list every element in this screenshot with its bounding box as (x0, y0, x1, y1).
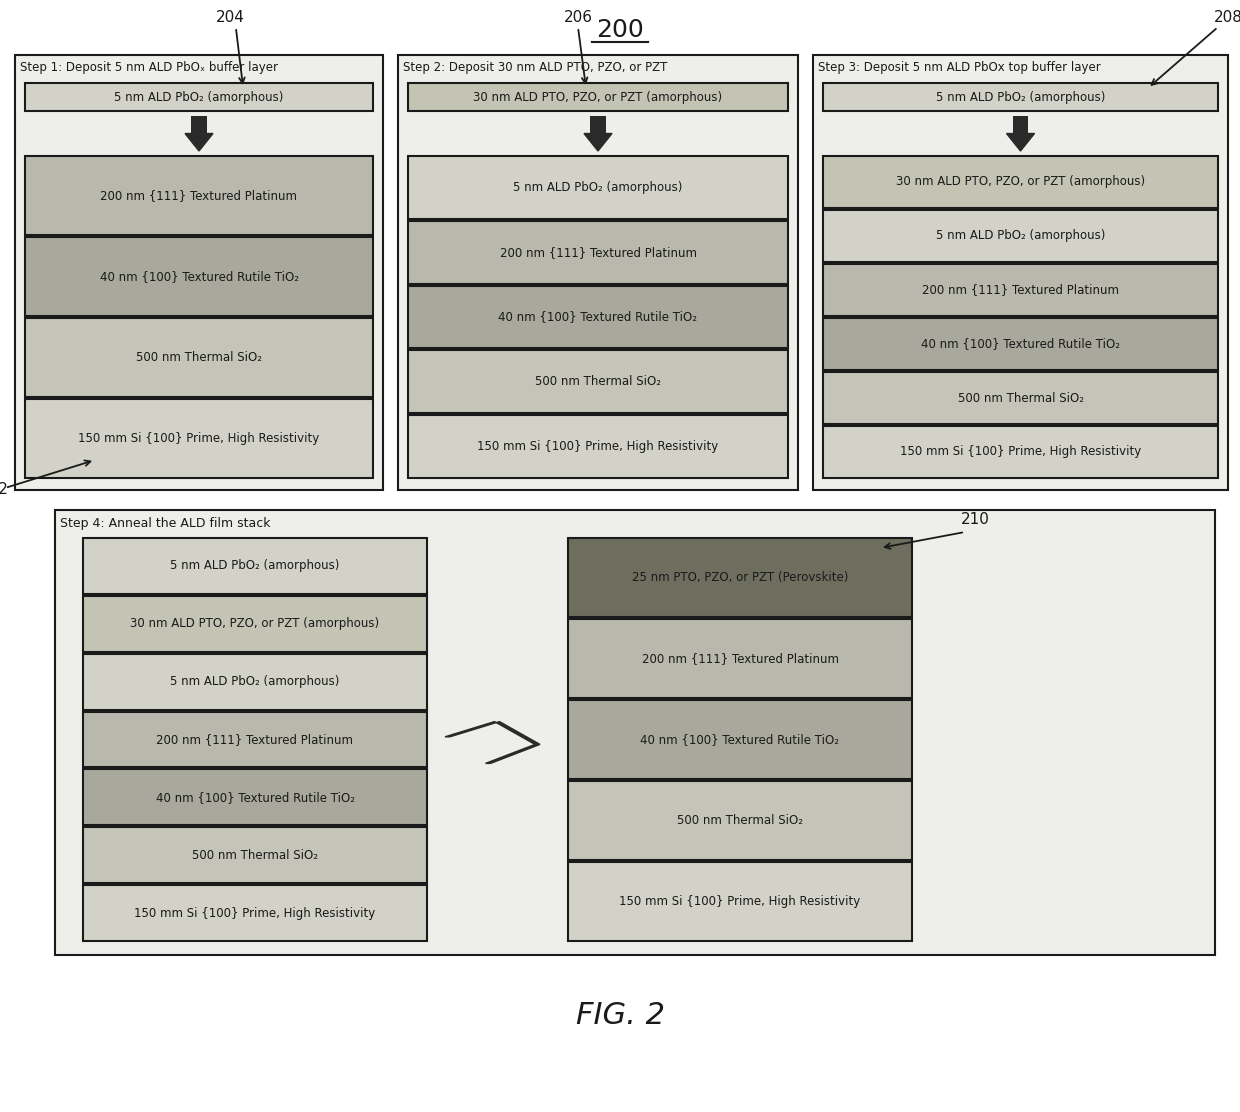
Text: 202: 202 (0, 483, 9, 497)
Text: Step 3: Deposit 5 nm ALD PbOx top buffer layer: Step 3: Deposit 5 nm ALD PbOx top buffer… (818, 61, 1101, 75)
Bar (83, 885, 427, 941)
Polygon shape (445, 722, 539, 764)
Bar (568, 538, 911, 617)
Text: FIG. 2: FIG. 2 (575, 1001, 665, 1030)
Bar (25, 237, 373, 316)
Bar (408, 156, 787, 219)
Bar (83, 770, 427, 825)
Text: 200 nm {111} Textured Platinum: 200 nm {111} Textured Platinum (500, 246, 697, 259)
Bar (25, 399, 373, 478)
Bar (25, 318, 373, 397)
Text: 5 nm ALD PbO₂ (amorphous): 5 nm ALD PbO₂ (amorphous) (114, 90, 284, 103)
Text: 150 mm Si {100} Prime, High Resistivity: 150 mm Si {100} Prime, High Resistivity (477, 440, 719, 453)
Text: 150 mm Si {100} Prime, High Resistivity: 150 mm Si {100} Prime, High Resistivity (619, 895, 861, 909)
Bar (25, 156, 373, 235)
Text: 40 nm {100} Textured Rutile TiO₂: 40 nm {100} Textured Rutile TiO₂ (498, 310, 697, 324)
Text: 30 nm ALD PTO, PZO, or PZT (amorphous): 30 nm ALD PTO, PZO, or PZT (amorphous) (130, 617, 379, 631)
Bar (408, 221, 787, 284)
Text: 40 nm {100} Textured Rutile TiO₂: 40 nm {100} Textured Rutile TiO₂ (641, 733, 839, 746)
Bar (83, 827, 427, 883)
Text: 500 nm Thermal SiO₂: 500 nm Thermal SiO₂ (957, 391, 1084, 405)
Bar (398, 54, 799, 490)
Bar (823, 426, 1218, 478)
Text: 500 nm Thermal SiO₂: 500 nm Thermal SiO₂ (677, 814, 804, 827)
Polygon shape (1007, 133, 1034, 151)
Text: 200 nm {111} Textured Platinum: 200 nm {111} Textured Platinum (641, 652, 838, 665)
Text: Step 4: Anneal the ALD film stack: Step 4: Anneal the ALD film stack (60, 516, 270, 529)
Text: 40 nm {100} Textured Rutile TiO₂: 40 nm {100} Textured Rutile TiO₂ (99, 270, 299, 282)
Text: 150 mm Si {100} Prime, High Resistivity: 150 mm Si {100} Prime, High Resistivity (900, 446, 1141, 458)
Text: 5 nm ALD PbO₂ (amorphous): 5 nm ALD PbO₂ (amorphous) (170, 675, 340, 688)
Text: 30 nm ALD PTO, PZO, or PZT (amorphous): 30 nm ALD PTO, PZO, or PZT (amorphous) (897, 176, 1145, 189)
Bar (15, 54, 383, 490)
Polygon shape (584, 133, 613, 151)
Polygon shape (185, 133, 213, 151)
Bar (568, 862, 911, 941)
Bar (823, 210, 1218, 262)
Bar (568, 619, 911, 698)
Text: 200 nm {111} Textured Platinum: 200 nm {111} Textured Platinum (923, 284, 1118, 297)
Text: Step 1: Deposit 5 nm ALD PbOₓ buffer layer: Step 1: Deposit 5 nm ALD PbOₓ buffer lay… (20, 61, 278, 75)
Text: 40 nm {100} Textured Rutile TiO₂: 40 nm {100} Textured Rutile TiO₂ (921, 338, 1120, 350)
Text: 204: 204 (216, 10, 246, 24)
Bar (813, 54, 1228, 490)
Text: 30 nm ALD PTO, PZO, or PZT (amorphous): 30 nm ALD PTO, PZO, or PZT (amorphous) (474, 90, 723, 103)
Bar (823, 373, 1218, 424)
Bar (823, 318, 1218, 370)
Text: 208: 208 (1214, 10, 1240, 24)
Text: 150 mm Si {100} Prime, High Resistivity: 150 mm Si {100} Prime, High Resistivity (134, 906, 376, 920)
Bar (408, 83, 787, 111)
Bar (823, 156, 1218, 208)
Bar (83, 538, 427, 594)
Text: 210: 210 (961, 513, 990, 527)
Bar (1013, 116, 1028, 133)
Text: 40 nm {100} Textured Rutile TiO₂: 40 nm {100} Textured Rutile TiO₂ (155, 791, 355, 804)
Bar (83, 712, 427, 767)
Bar (83, 596, 427, 652)
Text: 150 mm Si {100} Prime, High Resistivity: 150 mm Si {100} Prime, High Resistivity (78, 431, 320, 445)
Bar (408, 286, 787, 348)
Text: 200 nm {111} Textured Platinum: 200 nm {111} Textured Platinum (156, 733, 353, 746)
Text: 5 nm ALD PbO₂ (amorphous): 5 nm ALD PbO₂ (amorphous) (170, 559, 340, 573)
Bar (191, 116, 207, 133)
Bar (25, 83, 373, 111)
Bar (823, 83, 1218, 111)
Text: 200: 200 (596, 18, 644, 42)
Text: Step 2: Deposit 30 nm ALD PTO, PZO, or PZT: Step 2: Deposit 30 nm ALD PTO, PZO, or P… (403, 61, 667, 75)
Bar (83, 654, 427, 709)
Text: 500 nm Thermal SiO₂: 500 nm Thermal SiO₂ (136, 351, 262, 364)
Bar (568, 699, 911, 780)
Bar (408, 415, 787, 478)
Text: 500 nm Thermal SiO₂: 500 nm Thermal SiO₂ (192, 848, 317, 862)
Text: 25 nm PTO, PZO, or PZT (Perovskite): 25 nm PTO, PZO, or PZT (Perovskite) (632, 570, 848, 584)
Bar (568, 781, 911, 860)
Bar (55, 510, 1215, 955)
Bar (408, 350, 787, 414)
Text: 500 nm Thermal SiO₂: 500 nm Thermal SiO₂ (534, 375, 661, 388)
Bar (590, 116, 605, 133)
Text: 206: 206 (563, 10, 593, 24)
Bar (823, 264, 1218, 316)
Text: 5 nm ALD PbO₂ (amorphous): 5 nm ALD PbO₂ (amorphous) (936, 229, 1105, 242)
Text: 5 nm ALD PbO₂ (amorphous): 5 nm ALD PbO₂ (amorphous) (513, 181, 683, 193)
Text: 5 nm ALD PbO₂ (amorphous): 5 nm ALD PbO₂ (amorphous) (936, 90, 1105, 103)
Text: 200 nm {111} Textured Platinum: 200 nm {111} Textured Platinum (100, 189, 298, 202)
